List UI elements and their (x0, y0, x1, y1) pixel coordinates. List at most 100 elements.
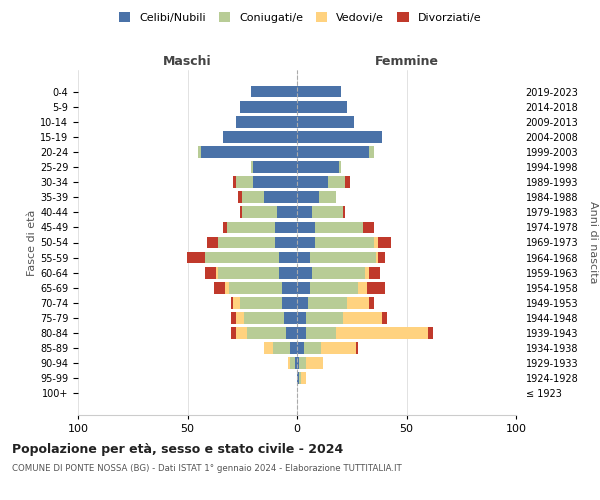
Bar (297, 372, 299, 384)
Bar (297, 146, 369, 158)
Text: Femmine: Femmine (374, 56, 439, 68)
Bar (304, 342, 321, 354)
Bar (319, 192, 337, 203)
Y-axis label: Fasce di età: Fasce di età (27, 210, 37, 276)
Bar (314, 236, 374, 248)
Bar (253, 176, 297, 188)
Bar (297, 312, 306, 324)
Bar (205, 252, 280, 264)
Bar (253, 161, 297, 173)
Bar (382, 312, 387, 324)
Bar (356, 342, 358, 354)
Bar (306, 358, 323, 369)
Bar (229, 282, 281, 294)
Bar (242, 206, 277, 218)
Bar (306, 312, 343, 324)
Bar (297, 236, 314, 248)
Bar (216, 267, 218, 278)
Bar (218, 267, 280, 278)
Bar (428, 327, 433, 339)
Bar (321, 342, 356, 354)
Bar (233, 176, 236, 188)
Bar (251, 161, 253, 173)
Bar (207, 236, 218, 248)
Bar (187, 252, 205, 264)
Bar (236, 176, 253, 188)
Bar (281, 297, 297, 309)
Bar (240, 101, 297, 112)
Y-axis label: Anni di nascita: Anni di nascita (588, 201, 598, 284)
Bar (236, 312, 244, 324)
Bar (297, 267, 313, 278)
Bar (345, 176, 350, 188)
Bar (313, 206, 343, 218)
Bar (297, 282, 310, 294)
Bar (367, 282, 385, 294)
Bar (223, 222, 227, 234)
Bar (299, 372, 301, 384)
Bar (232, 312, 236, 324)
Bar (310, 282, 358, 294)
Bar (297, 116, 354, 128)
Bar (297, 192, 319, 203)
Bar (218, 236, 275, 248)
Bar (369, 297, 374, 309)
Bar (313, 267, 365, 278)
Bar (297, 131, 382, 142)
Bar (214, 282, 225, 294)
Bar (275, 222, 297, 234)
Bar (232, 297, 233, 309)
Bar (199, 146, 200, 158)
Bar (374, 236, 378, 248)
Bar (365, 267, 369, 278)
Bar (244, 312, 284, 324)
Bar (295, 358, 297, 369)
Bar (247, 327, 286, 339)
Bar (251, 86, 297, 98)
Bar (242, 192, 264, 203)
Bar (232, 327, 236, 339)
Bar (378, 236, 391, 248)
Bar (240, 297, 281, 309)
Bar (264, 342, 273, 354)
Bar (236, 116, 297, 128)
Bar (347, 297, 369, 309)
Bar (297, 252, 310, 264)
Bar (378, 252, 385, 264)
Bar (277, 206, 297, 218)
Bar (358, 282, 367, 294)
Bar (225, 282, 229, 294)
Bar (338, 161, 341, 173)
Text: Popolazione per età, sesso e stato civile - 2024: Popolazione per età, sesso e stato civil… (12, 442, 343, 456)
Bar (376, 252, 378, 264)
Text: Maschi: Maschi (163, 56, 212, 68)
Bar (297, 358, 299, 369)
Bar (238, 192, 242, 203)
Bar (343, 312, 382, 324)
Bar (337, 327, 428, 339)
Bar (369, 146, 374, 158)
Bar (284, 312, 297, 324)
Bar (233, 297, 240, 309)
Bar (200, 146, 297, 158)
Bar (297, 222, 314, 234)
Bar (281, 282, 297, 294)
Bar (297, 176, 328, 188)
Bar (273, 342, 290, 354)
Bar (297, 206, 313, 218)
Bar (236, 327, 247, 339)
Legend: Celibi/Nubili, Coniugati/e, Vedovi/e, Divorziati/e: Celibi/Nubili, Coniugati/e, Vedovi/e, Di… (115, 8, 485, 28)
Bar (290, 358, 295, 369)
Bar (286, 327, 297, 339)
Bar (280, 267, 297, 278)
Bar (288, 358, 290, 369)
Bar (240, 206, 242, 218)
Bar (227, 222, 275, 234)
Bar (362, 222, 374, 234)
Bar (369, 267, 380, 278)
Bar (297, 101, 347, 112)
Bar (301, 372, 306, 384)
Bar (297, 342, 304, 354)
Bar (297, 297, 308, 309)
Bar (297, 327, 306, 339)
